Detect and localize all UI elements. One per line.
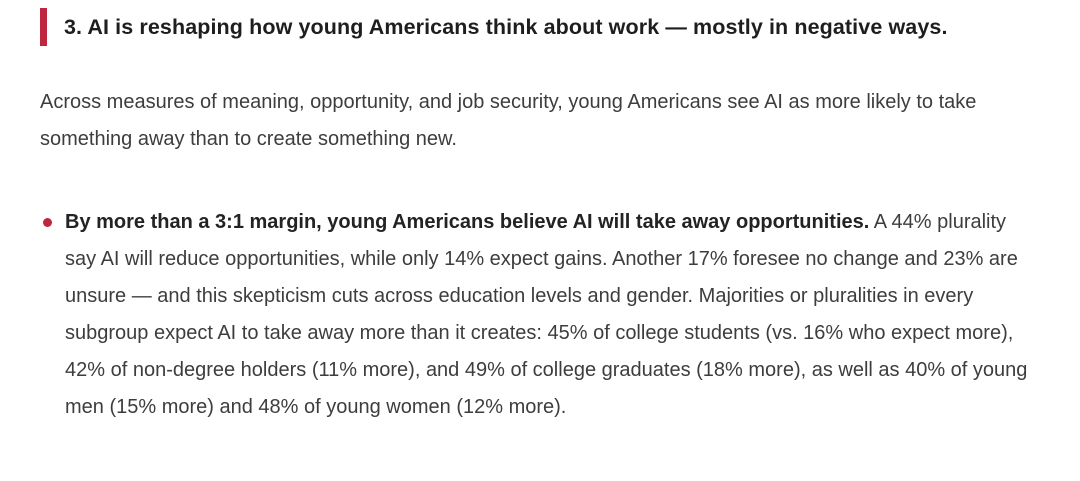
list-item: By more than a 3:1 margin, young America… bbox=[40, 204, 1040, 426]
bullet-lead-sentence: By more than a 3:1 margin, young America… bbox=[65, 211, 870, 233]
intro-paragraph: Across measures of meaning, opportunity,… bbox=[40, 91, 977, 150]
bullet-body-text: A 44% plurality say AI will reduce oppor… bbox=[65, 211, 1028, 418]
key-findings-list: By more than a 3:1 margin, young America… bbox=[40, 204, 1042, 426]
bullet-point-icon bbox=[43, 218, 52, 227]
section-heading: 3. AI is reshaping how young Americans t… bbox=[40, 8, 1042, 46]
